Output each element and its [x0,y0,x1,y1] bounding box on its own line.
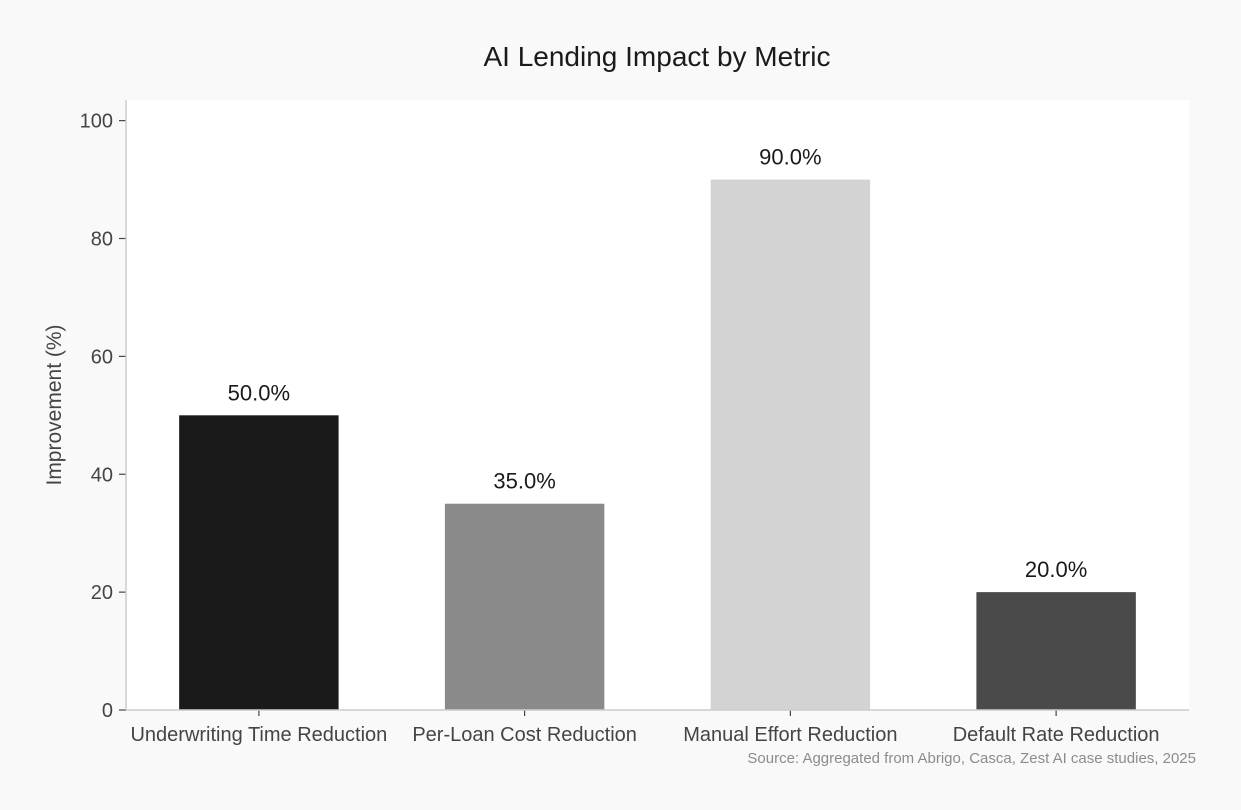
x-tick-label: Per-Loan Cost Reduction [412,724,637,746]
chart-title: AI Lending Impact by Metric [483,41,830,72]
data-label: 35.0% [493,469,555,494]
bar [976,592,1136,710]
source-note: Source: Aggregated from Abrigo, Casca, Z… [747,750,1196,767]
x-tick-label: Underwriting Time Reduction [130,724,387,746]
data-label: 20.0% [1025,557,1087,582]
y-axis-label: Improvement (%) [43,324,66,485]
x-tick-label: Default Rate Reduction [953,724,1160,746]
y-tick-label: 100 [80,111,113,133]
x-ticks-group: Underwriting Time Reduction Per-Loan Cost… [130,710,1160,746]
data-label: 90.0% [759,145,821,170]
bar [179,415,339,710]
y-tick-label: 40 [91,464,113,486]
x-tick-label: Manual Effort Reduction [683,724,897,746]
data-label: 50.0% [228,380,290,405]
bars-group: 50.0% 35.0% 90.0% 20.0% [179,145,1136,711]
y-tick-label: 20 [91,582,113,604]
y-tick-label: 0 [102,700,113,722]
y-tick-label: 80 [91,229,113,251]
bar [444,503,605,710]
y-ticks-group: 0 20 40 60 80 100 [80,111,126,722]
y-tick-label: 60 [91,346,113,368]
bar [710,179,871,711]
